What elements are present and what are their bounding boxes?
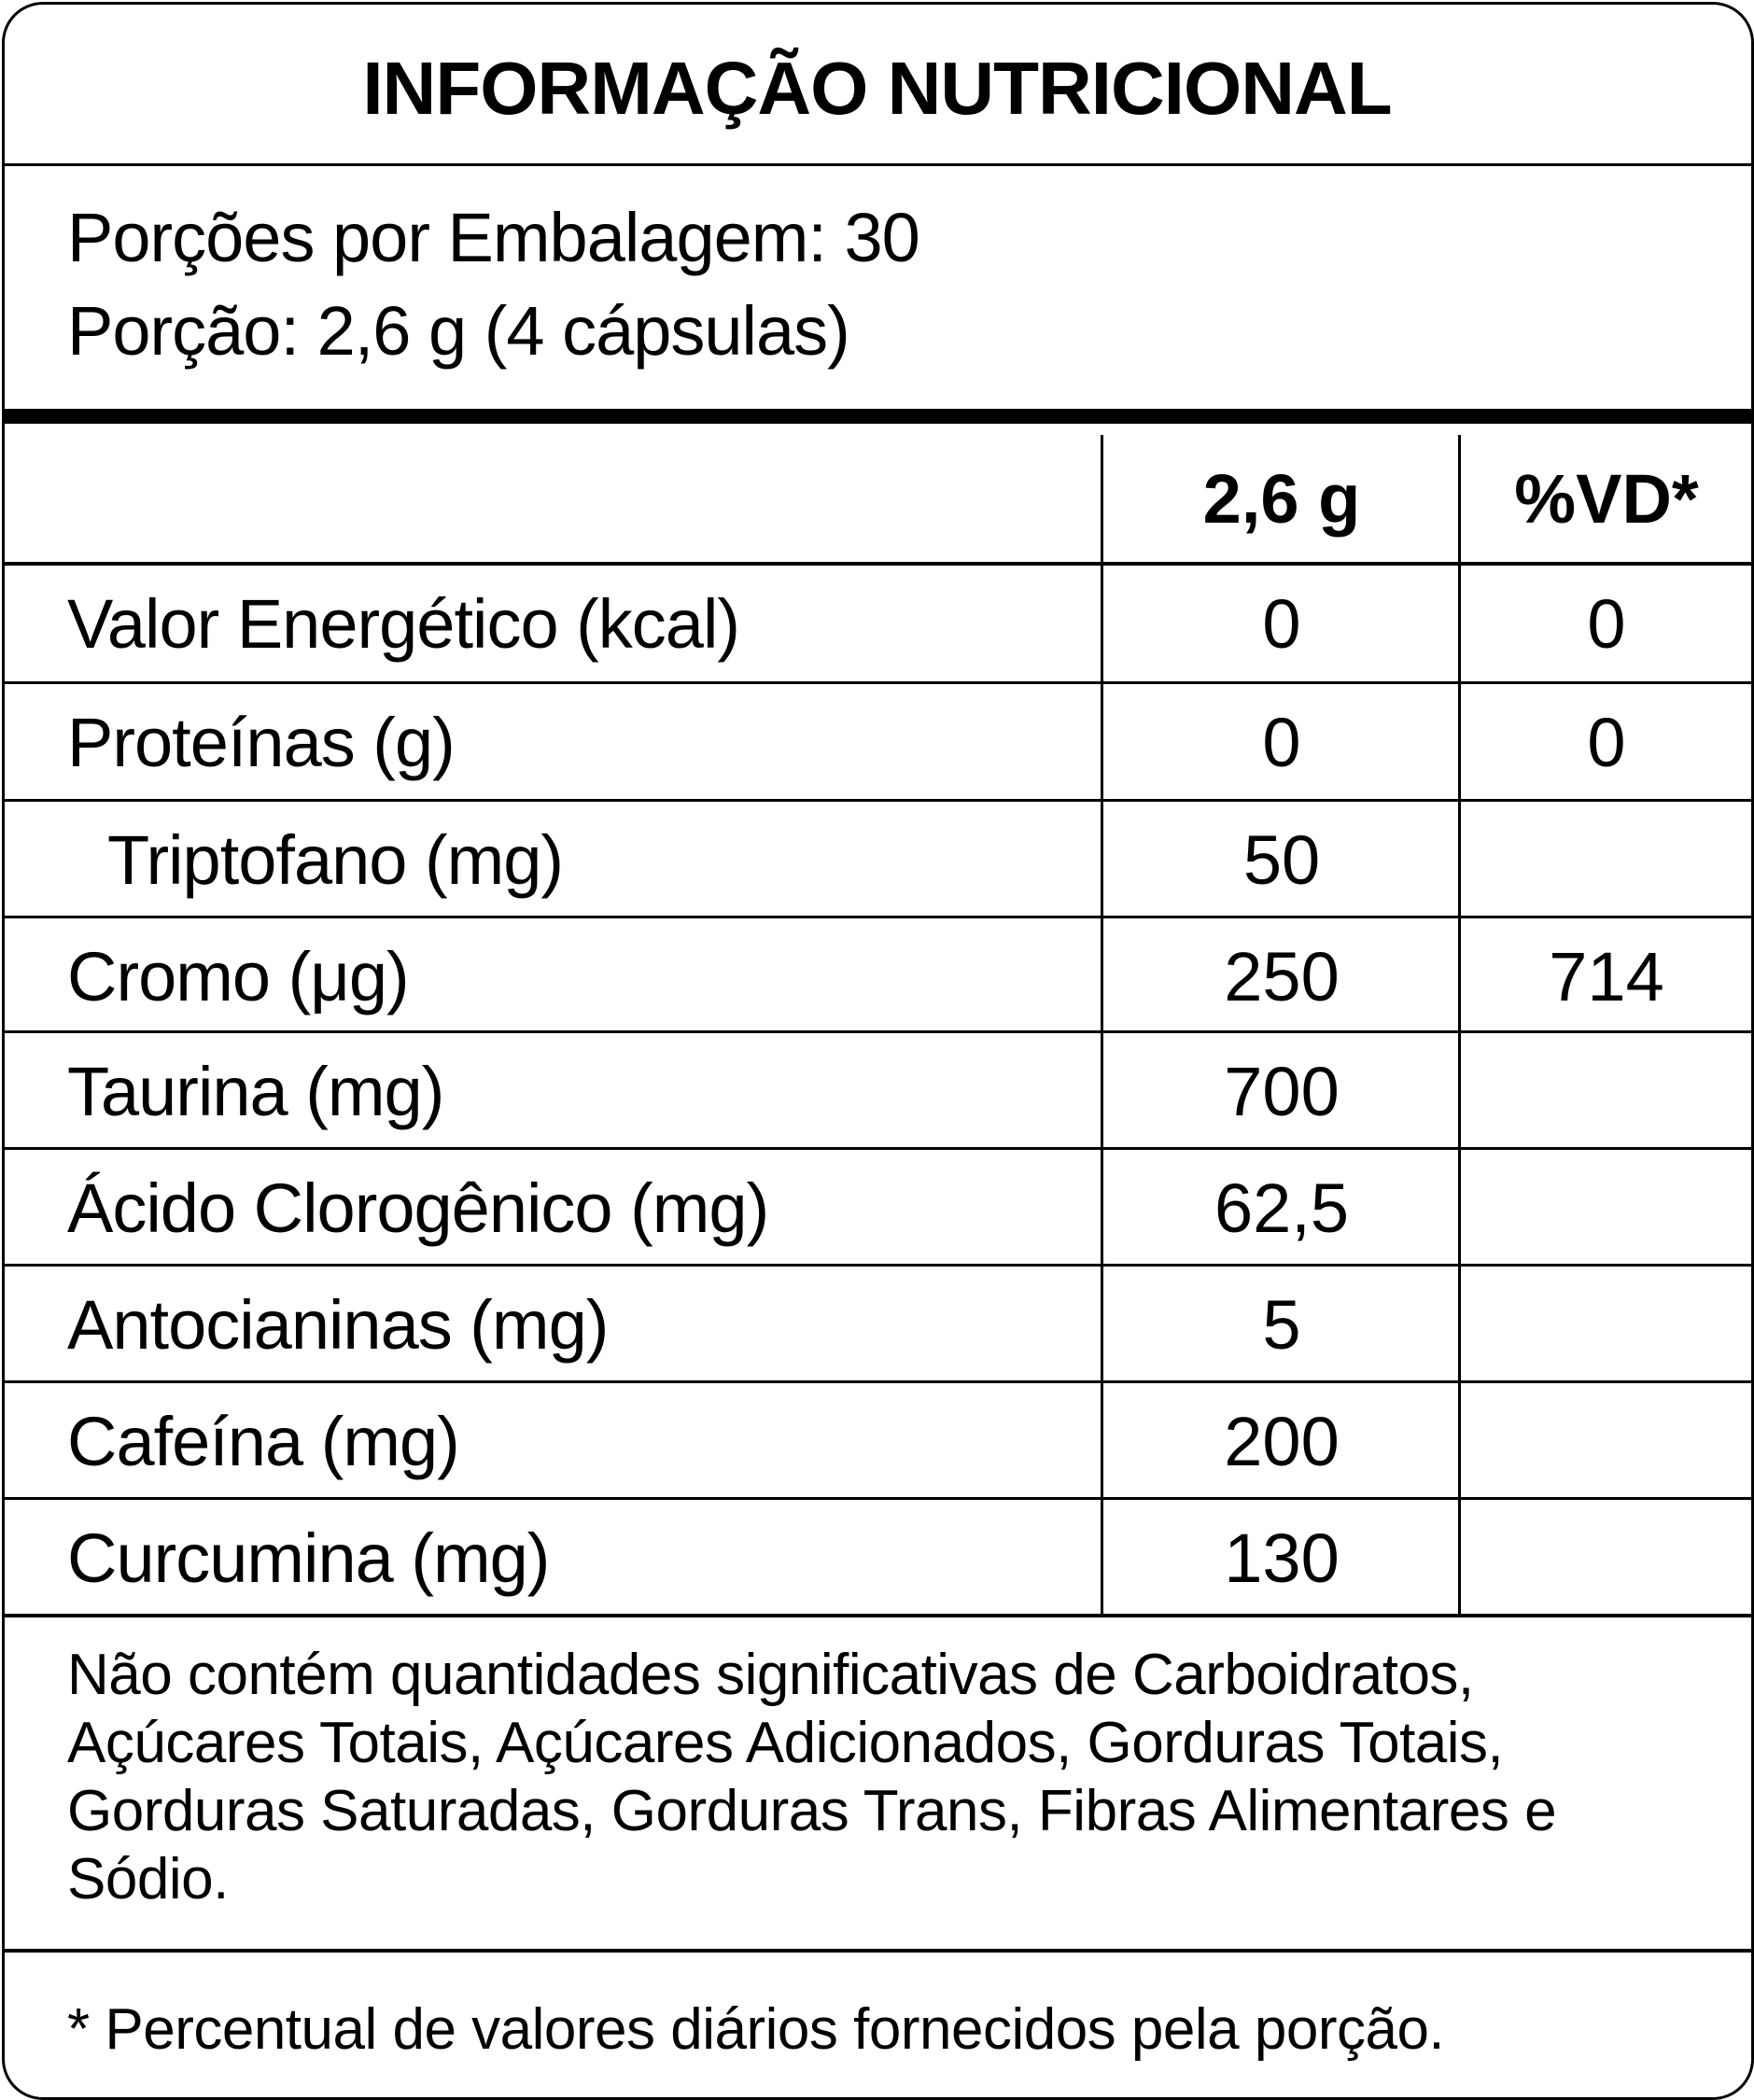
table-header: 2,6 g %VD*	[0, 435, 1754, 564]
nutrient-amount: 250	[1224, 938, 1340, 1015]
nutrient-dv: 714	[1549, 938, 1664, 1015]
nutrient-label: Ácido Clorogênico (mg)	[67, 1169, 769, 1247]
nutrient-dv	[1462, 1383, 1751, 1500]
divider	[2, 916, 1752, 918]
nutrient-amount: 5	[1262, 1286, 1301, 1364]
nutrient-dv	[1462, 1033, 1751, 1150]
label-title: INFORMAÇÃO NUTRICIONAL	[362, 47, 1392, 130]
nutrient-label: Curcumina (mg)	[67, 1519, 550, 1597]
nutrient-amount: 62,5	[1214, 1169, 1350, 1247]
nutrient-dv: 0	[1587, 704, 1626, 781]
insignificant-nutrients-note: Não contém quantidades significativas de…	[67, 1643, 1557, 1911]
nutrient-dv	[1462, 1150, 1751, 1267]
divider	[2, 1380, 1752, 1383]
nutrient-amount: 50	[1242, 821, 1321, 899]
divider	[2, 1030, 1752, 1033]
divider	[2, 163, 1752, 166]
divider	[2, 1949, 1752, 1953]
nutrient-label: Antocianinas (mg)	[67, 1286, 609, 1364]
table-row: Curcumina (mg) 130	[0, 1500, 1754, 1617]
nutrient-label: Cafeína (mg)	[67, 1403, 460, 1480]
nutrient-dv	[1462, 1267, 1751, 1383]
table-row: Antocianinas (mg) 5	[0, 1267, 1754, 1383]
nutrient-amount: 200	[1224, 1403, 1340, 1480]
nutrient-label: Proteínas (g)	[67, 704, 456, 781]
table-row: Proteínas (g) 0 0	[0, 684, 1754, 801]
nutrient-label: Triptofano (mg)	[107, 821, 564, 899]
nutrient-label: Cromo (μg)	[67, 938, 410, 1015]
divider	[2, 1264, 1752, 1267]
column-divider	[1101, 435, 1103, 1615]
divider	[2, 562, 1752, 566]
table-row: Triptofano (mg) 50	[0, 802, 1754, 918]
divider	[2, 1147, 1752, 1150]
table-row: Valor Energético (kcal) 0 0	[0, 566, 1754, 682]
header-amount: 2,6 g	[1202, 460, 1361, 538]
nutrient-dv	[1462, 802, 1751, 918]
nutrient-amount: 0	[1262, 585, 1301, 663]
nutrient-amount: 0	[1262, 704, 1301, 781]
nutrient-label: Valor Energético (kcal)	[67, 585, 740, 663]
divider	[2, 1497, 1752, 1500]
divider	[2, 681, 1752, 684]
nutrient-amount: 130	[1224, 1519, 1340, 1597]
nutrient-amount: 700	[1224, 1053, 1340, 1130]
column-divider	[1458, 435, 1461, 1615]
servings-per-package: Porções por Embalagem: 30	[67, 199, 920, 276]
nutrient-dv	[1462, 1500, 1751, 1617]
nutrient-label: Taurina (mg)	[67, 1053, 444, 1130]
header-dv: %VD*	[1514, 460, 1699, 538]
divider	[2, 799, 1752, 802]
thick-divider	[2, 409, 1752, 424]
table-row: Ácido Clorogênico (mg) 62,5	[0, 1150, 1754, 1267]
table-row: Taurina (mg) 700	[0, 1033, 1754, 1150]
table-row: Cafeína (mg) 200	[0, 1383, 1754, 1500]
nutrient-dv: 0	[1587, 585, 1626, 663]
serving-size: Porção: 2,6 g (4 cápsulas)	[67, 292, 850, 370]
daily-value-footnote: * Percentual de valores diários fornecid…	[67, 1997, 1445, 2062]
divider	[2, 1614, 1752, 1617]
table-row: Cromo (μg) 250 714	[0, 918, 1754, 1035]
